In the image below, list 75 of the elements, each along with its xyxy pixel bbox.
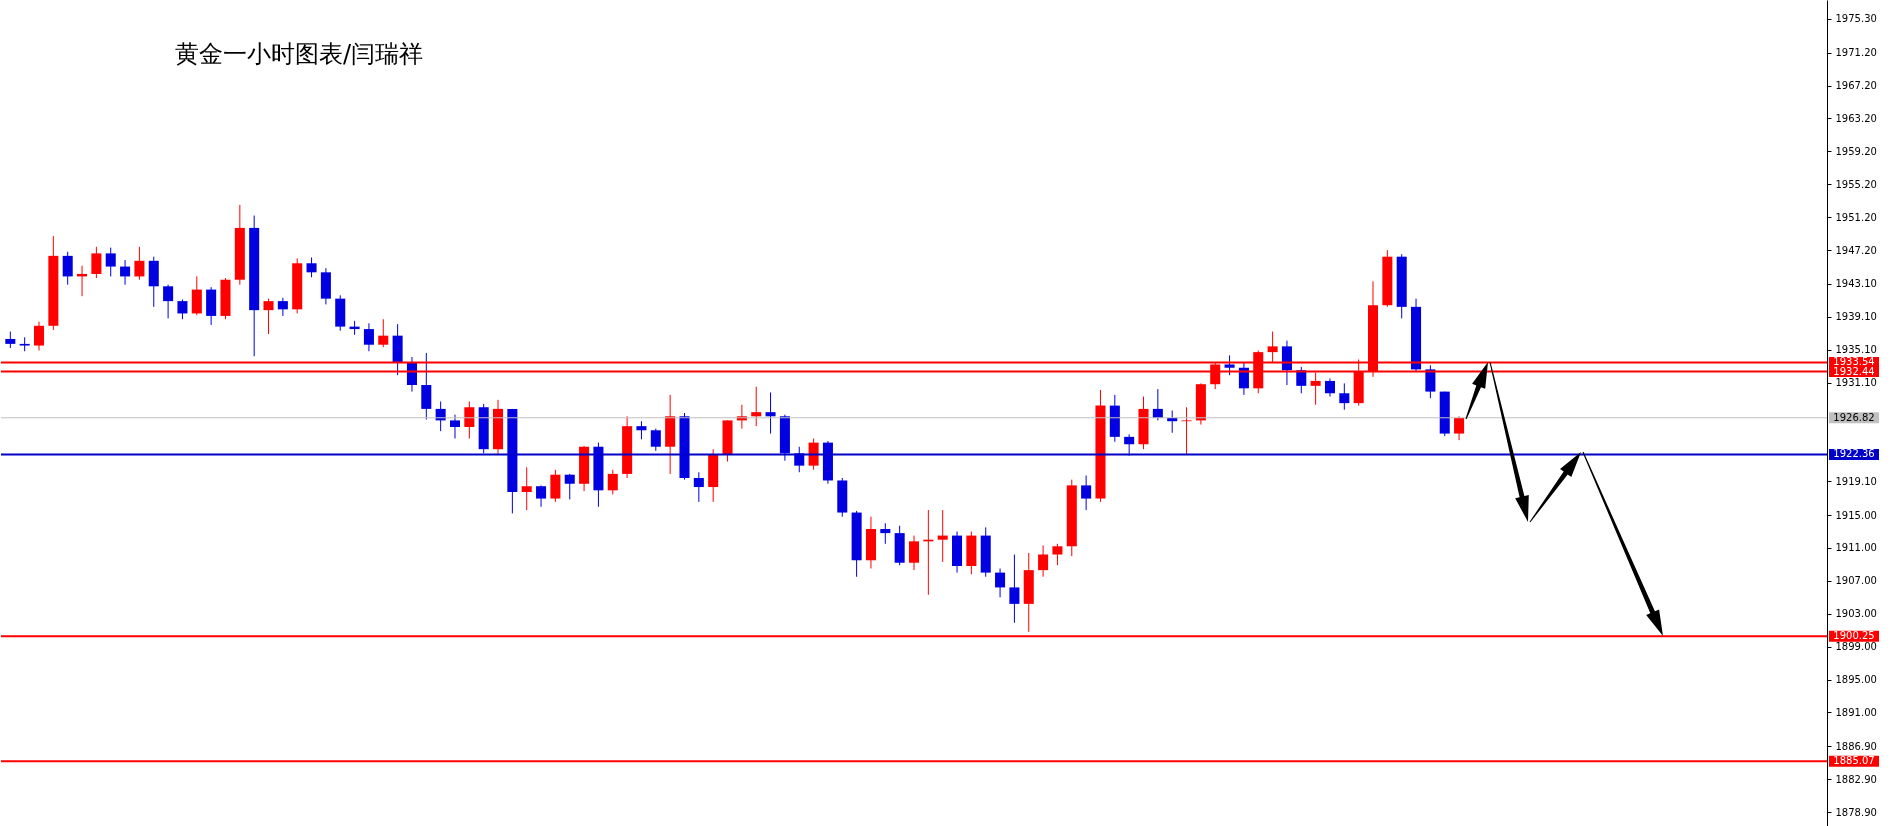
y-tick-label: 1971.20: [1835, 47, 1877, 59]
y-tick-label: 1963.20: [1835, 112, 1877, 124]
candlestick: [449, 414, 461, 439]
candlestick: [937, 509, 948, 563]
candlestick: [1339, 382, 1350, 411]
y-tick-label: 1931.10: [1835, 377, 1877, 389]
candlestick: [550, 469, 561, 503]
candlestick: [1454, 415, 1465, 441]
candlestick: [564, 473, 575, 500]
y-tick-label: 1899.00: [1835, 641, 1877, 653]
candlestick: [105, 247, 116, 277]
y-tick-label: 1919.10: [1835, 475, 1877, 487]
candlestick: [1124, 433, 1135, 457]
ref-line-label: 1932.44: [1833, 365, 1875, 377]
ref-line-label: 1885.07: [1833, 755, 1875, 767]
candlestick: [120, 259, 131, 286]
candlestick: [33, 321, 45, 351]
y-tick-label: 1943.10: [1835, 278, 1877, 290]
candlestick: [163, 284, 174, 319]
candlestick: [62, 251, 73, 286]
candlestick: [263, 298, 274, 335]
candlestick: [1167, 410, 1178, 434]
y-tick-label: 1903.00: [1835, 608, 1877, 620]
candlestick: [421, 352, 432, 421]
candlestick: [464, 400, 475, 439]
y-tick-label: 1935.10: [1835, 344, 1877, 356]
y-tick-label: 1967.20: [1835, 80, 1877, 92]
y-tick-label: 1939.10: [1835, 311, 1877, 323]
candlestick: [765, 391, 776, 435]
candlestick: [650, 428, 661, 452]
candlestick: [751, 386, 762, 427]
y-tick-label: 1878.90: [1835, 806, 1877, 818]
candlestick: [908, 535, 920, 571]
y-tick-label: 1882.90: [1835, 773, 1877, 785]
candlestick: [306, 257, 317, 278]
y-tick-label: 1895.00: [1835, 674, 1877, 686]
y-tick-label: 1891.00: [1835, 706, 1877, 718]
candlestick: [1038, 544, 1049, 578]
y-tick-label: 1886.90: [1835, 740, 1877, 752]
candlestick: [808, 438, 819, 471]
candlestick: [177, 298, 188, 320]
candlestick: [378, 318, 389, 348]
candlestick: [1081, 475, 1092, 511]
y-tick-label: 1955.20: [1835, 178, 1877, 190]
candlestick: [1324, 377, 1335, 398]
candlestick: [1009, 554, 1020, 624]
ref-line-label: 1922.36: [1833, 448, 1875, 460]
candlestick: [277, 297, 288, 317]
y-tick-label: 1907.00: [1835, 575, 1877, 587]
y-tick-label: 1951.20: [1835, 211, 1877, 223]
y-tick-label: 1947.20: [1835, 244, 1877, 256]
candlestick: [134, 246, 145, 281]
candlestick: [91, 246, 102, 279]
candlestick: [363, 322, 374, 352]
candlestick: [191, 275, 202, 316]
candlestick: [521, 466, 532, 511]
ref-line-label: 1933.54: [1833, 356, 1875, 368]
candlestick: [995, 567, 1006, 598]
candlestick: [1425, 364, 1436, 399]
text: 黄金一小时图表/闫瑞祥: [175, 40, 424, 68]
candlestick: [607, 469, 618, 495]
candlestick: [1181, 406, 1192, 455]
candlestick: [1281, 340, 1292, 386]
y-tick-label: 1911.00: [1835, 542, 1877, 554]
candlestick: [636, 420, 647, 440]
y-tick-label: 1959.20: [1835, 145, 1877, 157]
candlestick: [880, 522, 891, 545]
candlestick: [693, 471, 704, 503]
ref-line-label: 1926.82: [1833, 411, 1875, 423]
ref-line-label: 1900.25: [1833, 630, 1875, 642]
y-tick-label: 1975.30: [1835, 13, 1877, 25]
candlestick: [536, 484, 547, 508]
candlestick: [1052, 543, 1063, 566]
candlestick: [1224, 354, 1235, 376]
y-tick-label: 1915.00: [1835, 509, 1877, 521]
